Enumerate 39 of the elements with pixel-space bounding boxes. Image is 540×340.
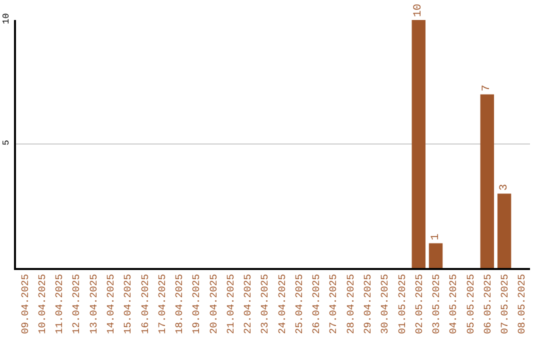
bar bbox=[497, 194, 512, 268]
x-tick-label: 16.04.2025 bbox=[140, 274, 152, 334]
x-tick-label: 06.05.2025 bbox=[483, 274, 494, 334]
x-tick-label: 15.04.2025 bbox=[124, 274, 135, 334]
bar bbox=[428, 243, 443, 268]
x-tick-label: 23.04.2025 bbox=[260, 274, 272, 334]
x-tick-label: 07.05.2025 bbox=[500, 274, 512, 334]
x-tick-label: 17.04.2025 bbox=[158, 274, 169, 334]
data-label: 3 bbox=[498, 184, 510, 191]
x-tick-label: 13.04.2025 bbox=[89, 274, 100, 334]
x-tick-label: 20.04.2025 bbox=[209, 274, 220, 334]
x-tick-label: 27.04.2025 bbox=[329, 274, 340, 334]
x-tick-label: 01.05.2025 bbox=[398, 274, 409, 334]
x-tick-label: 12.04.2025 bbox=[72, 274, 84, 334]
data-label: 1 bbox=[430, 233, 442, 240]
data-label: 7 bbox=[481, 84, 494, 92]
x-tick-label: 18.04.2025 bbox=[175, 274, 186, 334]
data-label: 10 bbox=[412, 4, 425, 17]
bar bbox=[412, 20, 426, 268]
x-tick-label: 28.04.2025 bbox=[346, 274, 358, 334]
y-tick-label: 5 bbox=[1, 140, 12, 146]
x-tick-label: 08.05.2025 bbox=[518, 274, 529, 334]
x-tick-label: 03.05.2025 bbox=[432, 274, 444, 334]
x-tick-label: 19.04.2025 bbox=[192, 274, 204, 334]
x-tick-label: 22.04.2025 bbox=[244, 274, 255, 334]
x-tick-label: 24.04.2025 bbox=[278, 274, 289, 334]
x-tick-label: 29.04.2025 bbox=[363, 274, 374, 334]
x-tick-label: 26.04.2025 bbox=[312, 274, 324, 334]
x-tick-label: 14.04.2025 bbox=[106, 274, 118, 334]
bar bbox=[480, 94, 494, 268]
x-tick-label: 02.05.2025 bbox=[414, 274, 426, 334]
x-tick-label: 10.04.2025 bbox=[38, 274, 49, 334]
x-tick-label: 30.04.2025 bbox=[380, 274, 392, 334]
x-tick-label: 09.04.2025 bbox=[20, 274, 32, 334]
x-tick-label: 04.05.2025 bbox=[449, 274, 460, 334]
x-tick-label: 05.05.2025 bbox=[466, 274, 478, 334]
x-tick-label: 25.04.2025 bbox=[294, 274, 306, 334]
x-tick-label: 11.04.2025 bbox=[55, 274, 66, 334]
x-tick-label: 21.04.2025 bbox=[226, 274, 238, 334]
